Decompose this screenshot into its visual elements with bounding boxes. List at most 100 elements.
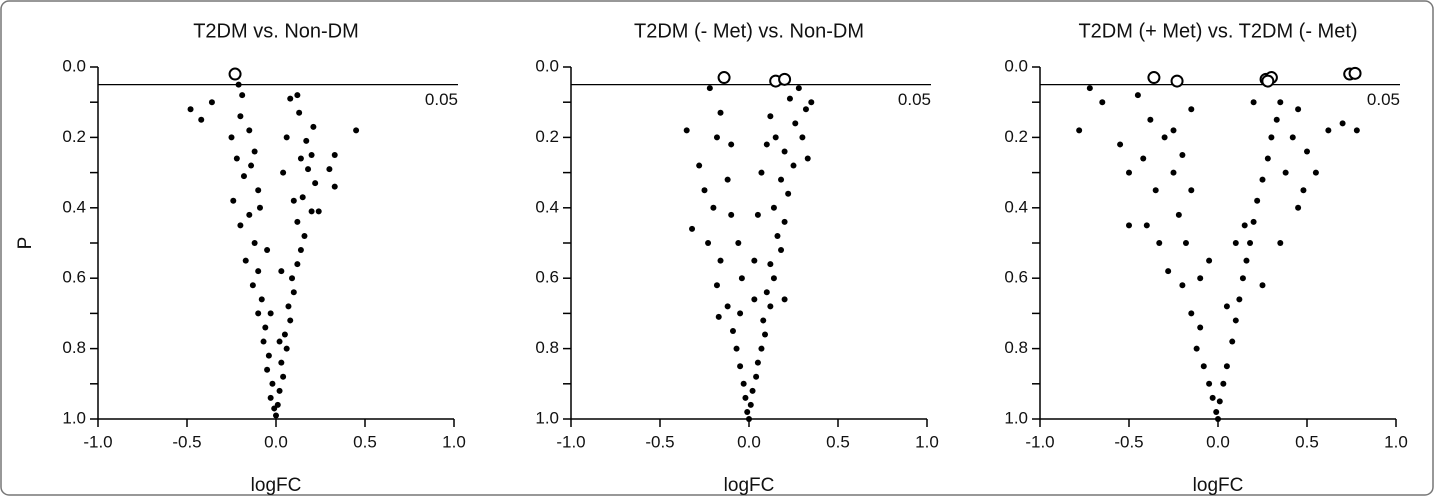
y-tick-label: 0.0	[1004, 56, 1028, 75]
point	[1213, 408, 1220, 415]
point	[767, 261, 774, 268]
point	[754, 211, 761, 218]
point	[1268, 134, 1275, 141]
point	[744, 408, 751, 415]
y-tick-label: 0.2	[535, 127, 559, 146]
point	[305, 166, 312, 173]
point	[1259, 176, 1266, 183]
point	[705, 240, 712, 246]
point	[738, 275, 745, 282]
point	[1156, 240, 1163, 246]
point	[778, 176, 785, 183]
point	[724, 303, 731, 310]
x-axis-label: logFC	[724, 475, 775, 496]
point	[760, 317, 767, 324]
point	[747, 401, 754, 408]
point	[198, 116, 205, 123]
point	[1143, 222, 1150, 229]
point	[762, 331, 769, 338]
point	[770, 204, 777, 211]
open-point	[778, 72, 792, 86]
x-axis-label: logFC	[251, 475, 302, 496]
point	[1197, 275, 1204, 282]
point	[265, 352, 272, 359]
point	[1182, 240, 1189, 246]
point	[778, 247, 785, 254]
y-tick-label: 0.0	[535, 56, 559, 75]
point	[1193, 345, 1200, 352]
y-axis-label: P	[15, 237, 36, 250]
point	[751, 296, 758, 303]
panel-title: T2DM (+ Met) vs. T2DM (- Met)	[1078, 20, 1357, 42]
point	[255, 268, 262, 275]
point	[1243, 257, 1250, 264]
point	[246, 211, 253, 218]
point	[790, 162, 797, 169]
y-tick-label: 0.4	[1004, 197, 1028, 216]
point	[230, 197, 237, 204]
y-tick-label: 1.0	[62, 408, 86, 427]
point	[1197, 324, 1204, 331]
x-tick-label: 0.0	[1206, 432, 1230, 451]
point	[294, 92, 301, 99]
point	[795, 85, 802, 92]
point	[187, 106, 194, 113]
point	[294, 261, 301, 268]
point	[1223, 303, 1230, 310]
y-tick-label: 0.2	[1004, 127, 1028, 146]
x-tick-label: -1.0	[1025, 432, 1054, 451]
point	[802, 106, 809, 113]
point	[1241, 222, 1248, 229]
point	[310, 123, 317, 130]
point	[1188, 310, 1195, 317]
point	[1216, 398, 1223, 405]
point	[1215, 416, 1221, 422]
point	[728, 211, 735, 218]
point	[1277, 99, 1284, 106]
point	[264, 247, 271, 254]
point	[260, 338, 267, 345]
point	[1300, 187, 1307, 194]
x-tick-label: -1.0	[556, 432, 585, 451]
point	[715, 313, 722, 320]
point	[308, 208, 315, 215]
point	[728, 141, 735, 148]
x-tick-label: -0.5	[645, 432, 674, 451]
point	[269, 380, 276, 387]
point	[1232, 240, 1239, 246]
point	[290, 197, 297, 204]
point	[233, 155, 240, 162]
point	[799, 134, 806, 141]
point	[281, 331, 288, 338]
point	[249, 282, 256, 289]
point	[1259, 282, 1266, 289]
point	[297, 155, 304, 162]
point	[283, 134, 290, 141]
point	[772, 134, 779, 141]
point	[751, 257, 758, 264]
point	[267, 394, 274, 401]
point	[1188, 187, 1195, 194]
y-tick-label: 0.6	[62, 268, 86, 287]
open-point	[228, 67, 242, 81]
x-tick-label: 0.0	[737, 432, 761, 451]
point	[1165, 268, 1172, 275]
point	[713, 282, 720, 289]
point	[729, 328, 736, 334]
point	[1147, 116, 1154, 123]
point	[1086, 85, 1093, 92]
point	[749, 387, 756, 394]
point	[1223, 363, 1230, 370]
open-point	[1170, 74, 1184, 88]
point	[774, 232, 781, 239]
point	[1179, 282, 1186, 289]
point	[706, 85, 713, 92]
point	[1236, 296, 1243, 303]
point	[251, 148, 258, 155]
point	[208, 99, 215, 106]
point	[770, 275, 777, 282]
point	[767, 113, 774, 120]
point	[1277, 240, 1284, 246]
point	[1209, 394, 1216, 401]
